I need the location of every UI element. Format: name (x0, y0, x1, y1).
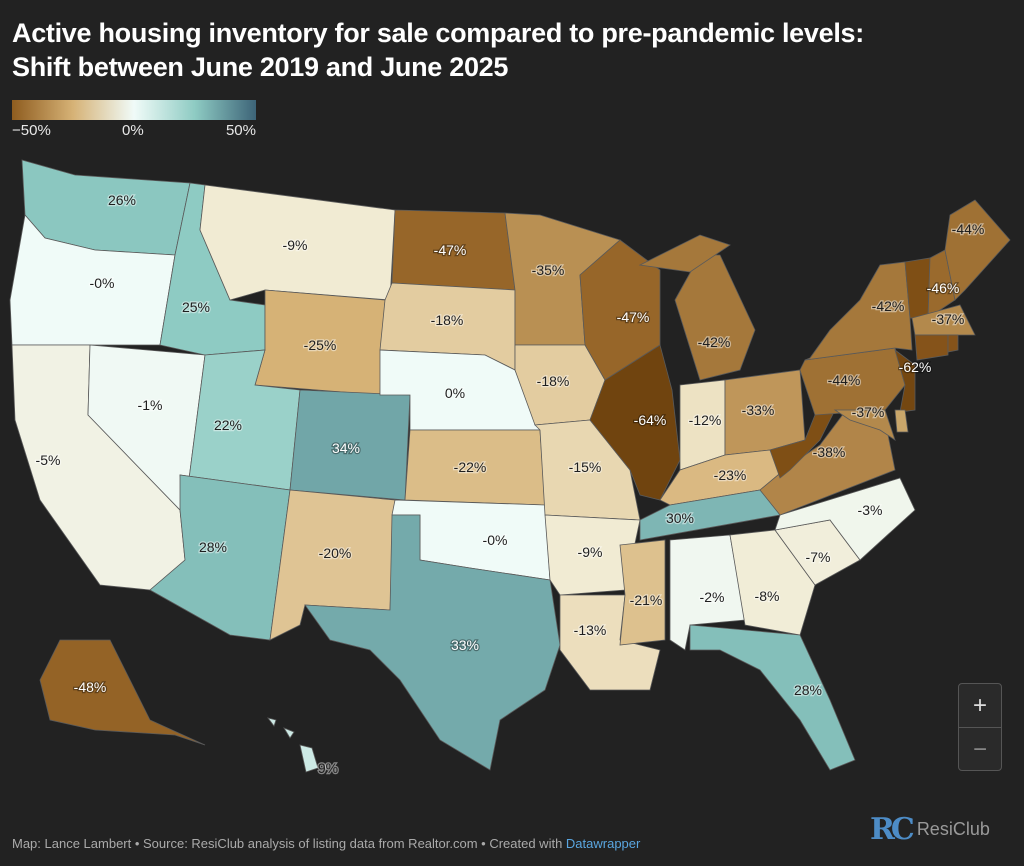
state-mi[interactable] (638, 234, 731, 273)
state-ma[interactable] (911, 304, 976, 336)
color-legend: −50% 0% 50% (12, 100, 256, 140)
resiclub-logo-mark: RC (870, 812, 915, 847)
footer-credit-text: Map: Lance Lambert • Source: ResiClub an… (12, 836, 566, 851)
state-md[interactable] (833, 409, 896, 441)
state-ri[interactable] (947, 334, 959, 353)
state-label-nj: -62% (899, 359, 932, 375)
state-ak[interactable] (39, 639, 206, 746)
state-fl[interactable] (689, 624, 856, 771)
state-label-la: -13% (574, 622, 607, 638)
datawrapper-link[interactable]: Datawrapper (565, 836, 641, 851)
state-label-ak: -48% (74, 679, 107, 695)
state-label-in: -12% (689, 412, 722, 428)
state-label-nc: -3% (858, 502, 883, 518)
state-label-wi: -47% (617, 309, 650, 325)
legend-max-label: 50% (225, 122, 256, 139)
state-label-ky: -23% (714, 467, 747, 483)
state-label-nh: -46% (927, 280, 960, 296)
state-label-tn: 30% (666, 510, 694, 526)
state-label-ne: 0% (445, 385, 465, 401)
resiclub-logo: RC ResiClub (870, 812, 990, 847)
state-label-id: 25% (182, 299, 210, 315)
state-hi[interactable] (267, 717, 277, 727)
state-wv[interactable] (769, 409, 836, 479)
state-hi[interactable] (299, 744, 319, 773)
state-label-pa: -44% (828, 372, 861, 388)
state-label-ca: -5% (36, 452, 61, 468)
state-label-nv: -1% (138, 397, 163, 413)
state-label-or: -0% (90, 275, 115, 291)
footer-credit: Map: Lance Lambert • Source: ResiClub an… (12, 836, 640, 851)
state-label-nm: -20% (319, 545, 352, 561)
state-label-ok: -0% (483, 532, 508, 548)
state-label-va: -38% (813, 444, 846, 460)
state-label-md: -37% (852, 404, 885, 420)
state-label-ma: -37% (932, 311, 965, 327)
state-label-al: -2% (700, 589, 725, 605)
title-line-1: Active housing inventory for sale compar… (12, 18, 864, 48)
state-label-sd: -18% (431, 312, 464, 328)
state-label-ny: -42% (872, 298, 905, 314)
state-label-il: -64% (634, 412, 667, 428)
state-label-oh: -33% (742, 402, 775, 418)
state-label-ga: -8% (755, 588, 780, 604)
state-label-wa: 26% (108, 192, 136, 208)
legend-min-label: −50% (12, 122, 51, 139)
state-ct[interactable] (914, 334, 949, 361)
state-label-tx: 33% (451, 637, 479, 653)
state-label-mt: -9% (283, 237, 308, 253)
state-label-fl: 28% (794, 682, 822, 698)
legend-mid-label: 0% (122, 122, 144, 139)
state-hi[interactable] (283, 727, 295, 739)
zoom-out-button[interactable]: − (959, 727, 1001, 771)
state-va[interactable] (759, 404, 896, 516)
state-label-wy: -25% (304, 337, 337, 353)
state-label-ia: -18% (537, 373, 570, 389)
state-de[interactable] (894, 409, 909, 433)
state-label-nd: -47% (434, 242, 467, 258)
state-label-mo: -15% (569, 459, 602, 475)
state-label-ar: -9% (578, 544, 603, 560)
state-label-ms: -21% (630, 592, 663, 608)
state-ms[interactable] (619, 539, 666, 646)
map-title: Active housing inventory for sale compar… (12, 16, 864, 84)
state-label-az: 28% (199, 539, 227, 555)
state-label-mi: -42% (698, 334, 731, 350)
state-label-hi: 9% (318, 760, 338, 776)
legend-gradient (12, 100, 256, 120)
state-label-me: -44% (952, 221, 985, 237)
zoom-controls: + − (958, 683, 1002, 771)
resiclub-logo-name: ResiClub (916, 819, 990, 839)
state-label-sc: -7% (806, 549, 831, 565)
state-label-ks: -22% (454, 459, 487, 475)
zoom-in-button[interactable]: + (972, 691, 987, 719)
state-nj[interactable] (894, 348, 916, 413)
state-ar[interactable] (544, 514, 641, 596)
state-label-mn: -35% (532, 262, 565, 278)
title-line-2: Shift between June 2019 and June 2025 (12, 52, 509, 82)
state-nc[interactable] (774, 477, 916, 561)
state-tx[interactable] (304, 514, 561, 771)
state-mi[interactable] (674, 254, 756, 381)
state-me[interactable] (944, 199, 1011, 301)
state-label-ut: 22% (214, 417, 242, 433)
state-label-co: 34% (332, 440, 360, 456)
